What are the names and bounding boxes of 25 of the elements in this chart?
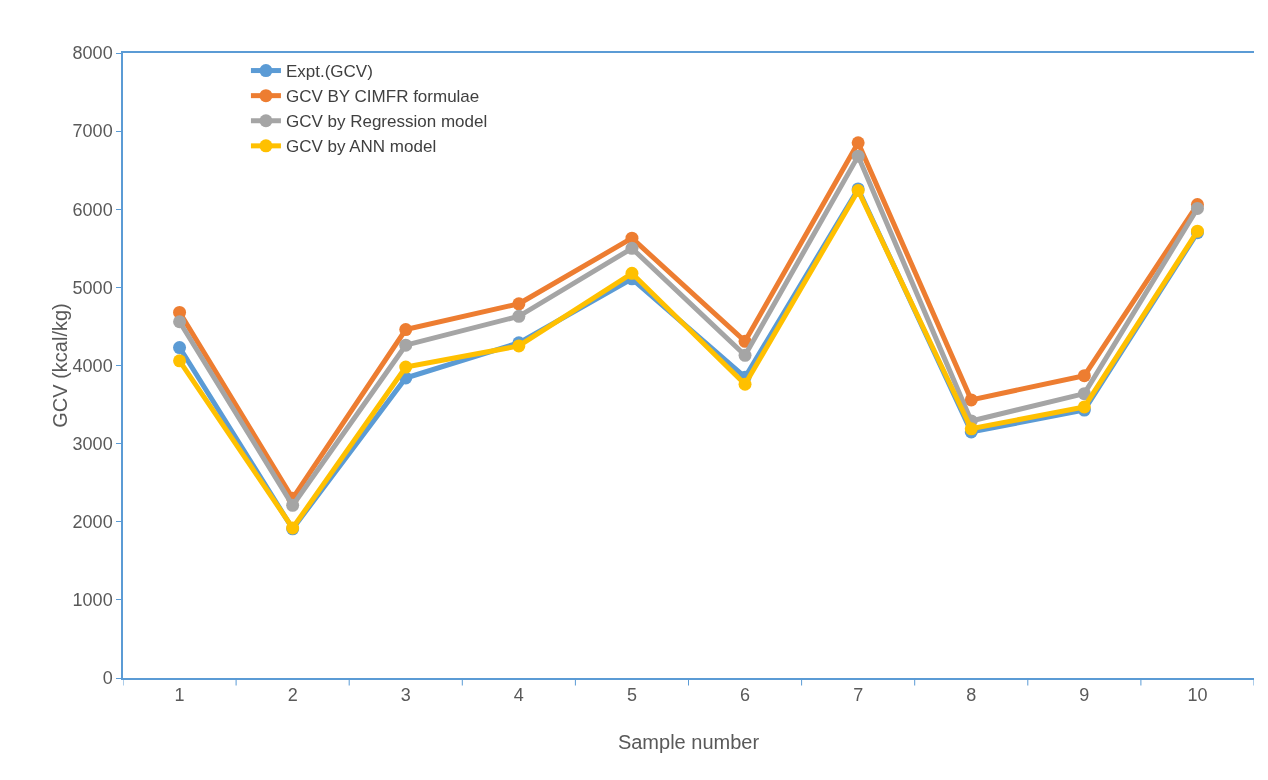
- x-tick-label: 6: [740, 685, 751, 706]
- y-tick-label: 4000: [72, 355, 113, 376]
- x-tick-label: 9: [1079, 685, 1090, 706]
- y-tick-label: 8000: [72, 43, 113, 64]
- x-axis-title: Sample number: [617, 730, 760, 753]
- x-tick-label: 3: [400, 685, 411, 706]
- y-tick-label: 3000: [72, 433, 113, 454]
- legend-label: Expt.(GCV): [285, 62, 373, 82]
- x-tick-label: 8: [966, 685, 977, 706]
- x-tick-label: 1: [174, 685, 185, 706]
- x-tick-label: 5: [626, 685, 637, 706]
- y-tick-label: 6000: [72, 199, 113, 220]
- x-tick-label: 7: [853, 685, 864, 706]
- legend-label: GCV by ANN model: [285, 137, 437, 157]
- y-axis-title: GCV (kcal/kg): [48, 303, 71, 428]
- x-tick-label: 10: [1187, 685, 1208, 706]
- y-tick-label: 7000: [72, 121, 113, 142]
- y-tick-label: 0: [102, 668, 113, 689]
- y-tick-label: 1000: [72, 590, 113, 611]
- x-tick-label: 4: [513, 685, 524, 706]
- y-tick-label: 5000: [72, 277, 113, 298]
- legend-label: GCV BY CIMFR formulae: [285, 87, 480, 107]
- x-tick-label: 2: [287, 685, 298, 706]
- y-tick-label: 2000: [72, 512, 113, 533]
- legend-label: GCV by Regression model: [285, 112, 488, 132]
